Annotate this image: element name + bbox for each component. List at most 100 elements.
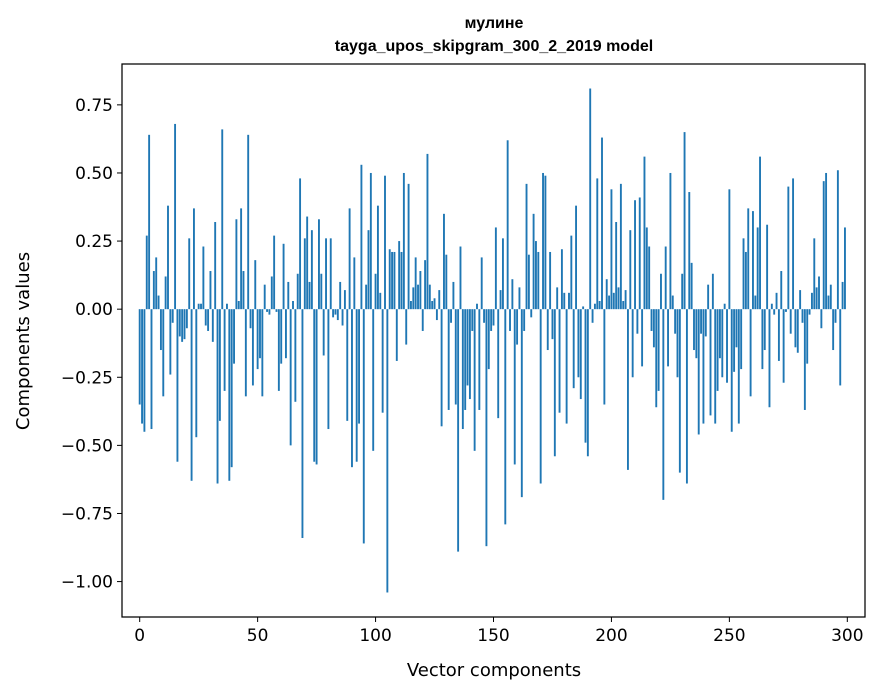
- bar-16: [176, 309, 179, 462]
- bar-52: [261, 309, 264, 397]
- bar-271: [777, 309, 780, 361]
- bar-264: [761, 309, 764, 370]
- x-tick-label: 250: [713, 626, 745, 646]
- bar-103: [381, 309, 384, 413]
- bar-261: [754, 295, 757, 310]
- bar-37: [226, 303, 228, 310]
- bar-95: [362, 309, 365, 544]
- x-tick-label: 200: [595, 626, 627, 646]
- bar-111: [400, 251, 403, 310]
- bar-15: [174, 123, 177, 310]
- bar-67: [296, 273, 299, 310]
- bar-287: [815, 287, 818, 310]
- bar-281: [801, 309, 804, 323]
- bar-85: [339, 281, 342, 310]
- bar-165: [527, 254, 530, 310]
- bar-30: [209, 271, 212, 310]
- bar-199: [608, 295, 611, 310]
- bar-283: [806, 309, 809, 364]
- bar-11: [164, 276, 167, 310]
- y-tick-label: 0.75: [75, 96, 113, 116]
- bar-50: [256, 309, 259, 370]
- bar-134: [454, 309, 457, 405]
- bar-175: [551, 309, 554, 340]
- bar-172: [544, 175, 547, 310]
- bar-114: [407, 183, 410, 310]
- bar-124: [431, 301, 434, 310]
- x-axis-label: Vector components: [407, 660, 581, 681]
- bar-135: [457, 309, 460, 552]
- bar-263: [759, 156, 761, 310]
- bar-173: [546, 309, 549, 351]
- bar-258: [747, 208, 750, 310]
- bar-68: [299, 178, 302, 310]
- bar-73: [310, 230, 313, 310]
- bar-112: [402, 172, 405, 310]
- bar-81: [329, 238, 332, 310]
- bar-278: [794, 309, 797, 348]
- bar-262: [756, 227, 759, 310]
- bar-36: [223, 309, 226, 391]
- bar-104: [384, 175, 386, 310]
- bar-211: [636, 309, 639, 334]
- x-tick-label: 150: [477, 626, 509, 646]
- bar-205: [622, 301, 625, 310]
- bar-277: [792, 178, 795, 310]
- x-tick-label: 300: [831, 626, 863, 646]
- bar-120: [421, 309, 424, 331]
- bar-0: [138, 309, 141, 405]
- bar-158: [511, 279, 514, 310]
- bar-125: [433, 298, 436, 310]
- bar-142: [473, 309, 476, 451]
- bar-18: [181, 309, 184, 342]
- bar-176: [553, 309, 556, 457]
- bar-198: [605, 279, 608, 310]
- bar-21: [188, 238, 191, 310]
- bar-156: [506, 140, 509, 310]
- bar-117: [414, 257, 417, 310]
- bar-23: [193, 208, 195, 310]
- bar-121: [424, 260, 427, 310]
- bar-171: [542, 172, 544, 310]
- bar-243: [711, 273, 714, 310]
- y-tick-label: 0.50: [75, 164, 113, 184]
- x-tick-label: 100: [359, 626, 391, 646]
- bar-291: [825, 172, 828, 310]
- bar-83: [334, 309, 337, 315]
- bar-257: [744, 251, 747, 310]
- bar-254: [737, 309, 740, 424]
- bar-94: [360, 164, 363, 310]
- bar-126: [435, 309, 438, 321]
- bar-17: [178, 309, 181, 337]
- bar-3: [145, 235, 148, 310]
- bar-4: [148, 134, 151, 310]
- bar-26: [200, 303, 202, 310]
- bar-252: [733, 309, 736, 372]
- bar-127: [438, 290, 441, 310]
- bar-109: [395, 309, 398, 361]
- bar-241: [707, 284, 710, 310]
- bar-286: [813, 238, 816, 310]
- bar-106: [388, 249, 391, 310]
- bar-208: [629, 230, 632, 310]
- bar-299: [844, 227, 846, 310]
- y-tick-label: 0.25: [75, 232, 113, 252]
- bar-196: [601, 137, 603, 310]
- bar-5: [150, 309, 153, 430]
- bar-129: [443, 213, 445, 310]
- bar-236: [695, 309, 698, 359]
- bar-41: [235, 219, 238, 310]
- bar-161: [518, 287, 521, 310]
- bar-247: [721, 309, 724, 378]
- bar-177: [556, 287, 559, 310]
- bar-57: [273, 235, 276, 310]
- bar-58: [275, 309, 278, 312]
- bar-210: [634, 200, 636, 310]
- y-tick-label: −0.75: [61, 504, 113, 524]
- bar-240: [704, 309, 707, 337]
- bar-98: [369, 172, 372, 310]
- bar-188: [582, 306, 585, 310]
- bar-82: [332, 309, 335, 318]
- bar-87: [343, 290, 346, 310]
- bar-190: [586, 309, 589, 457]
